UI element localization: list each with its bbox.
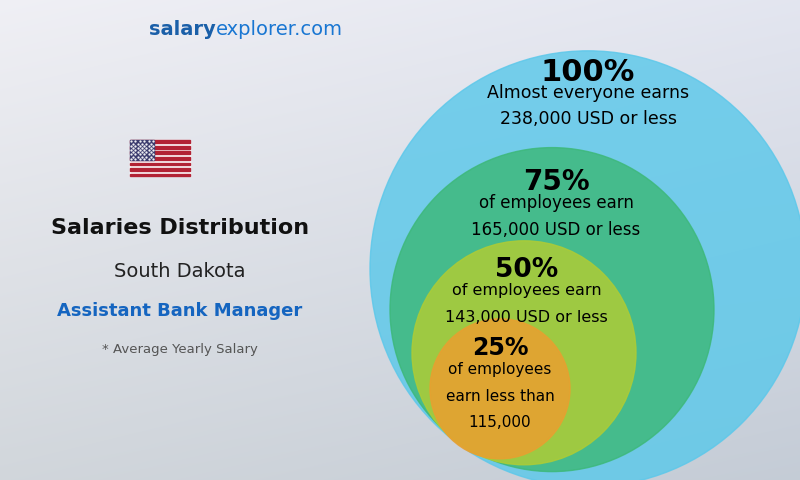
Text: earn less than: earn less than: [446, 389, 554, 404]
Text: of employees: of employees: [448, 362, 552, 377]
Text: * Average Yearly Salary: * Average Yearly Salary: [102, 343, 258, 356]
Bar: [130, 141, 190, 143]
Text: 238,000 USD or less: 238,000 USD or less: [499, 110, 677, 128]
Text: 100%: 100%: [541, 58, 635, 86]
Bar: [130, 163, 190, 165]
Ellipse shape: [370, 51, 800, 480]
Text: salary: salary: [150, 20, 216, 39]
Ellipse shape: [412, 241, 636, 465]
Bar: [130, 157, 190, 160]
Bar: [130, 152, 190, 154]
Bar: [130, 141, 190, 177]
Text: of employees earn: of employees earn: [451, 283, 602, 298]
Text: 50%: 50%: [494, 257, 558, 283]
Ellipse shape: [390, 148, 714, 471]
Bar: [130, 174, 190, 177]
Text: South Dakota: South Dakota: [114, 262, 246, 281]
Text: Assistant Bank Manager: Assistant Bank Manager: [58, 302, 302, 321]
Text: Salaries Distribution: Salaries Distribution: [51, 218, 309, 239]
Text: 143,000 USD or less: 143,000 USD or less: [445, 310, 608, 324]
Bar: [130, 146, 190, 149]
Text: 115,000: 115,000: [469, 415, 531, 430]
Text: 25%: 25%: [472, 336, 528, 360]
Bar: [130, 168, 190, 171]
Text: of employees earn: of employees earn: [478, 194, 634, 213]
Text: 75%: 75%: [522, 168, 590, 196]
Text: 165,000 USD or less: 165,000 USD or less: [471, 221, 641, 239]
Bar: [130, 141, 154, 160]
Text: explorer.com: explorer.com: [216, 20, 343, 39]
Ellipse shape: [430, 319, 570, 459]
Text: Almost everyone earns: Almost everyone earns: [487, 84, 689, 102]
